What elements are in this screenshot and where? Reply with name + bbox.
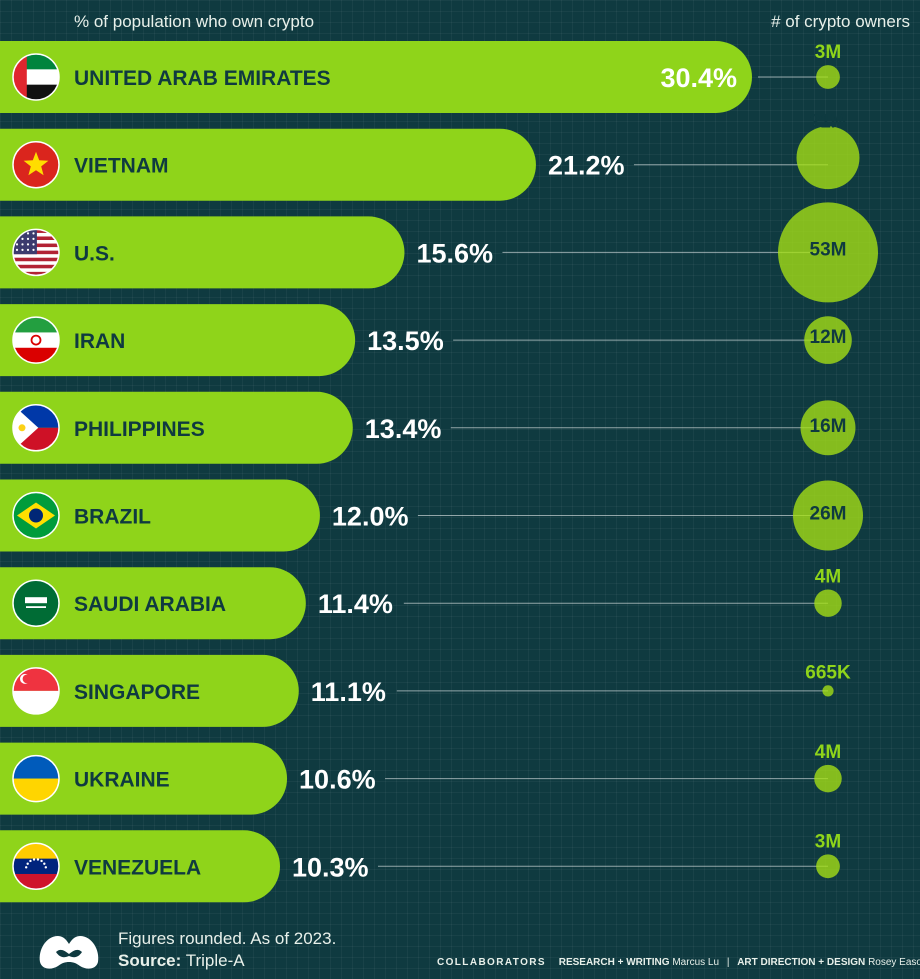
- percent-label: 13.5%: [367, 326, 444, 356]
- owners-label: 53M: [810, 239, 847, 260]
- percent-label: 15.6%: [416, 238, 493, 268]
- owners-label: 16M: [810, 416, 847, 437]
- bar-row-ukraine: UKRAINE 10.6%: [0, 742, 376, 815]
- country-label: VIETNAM: [74, 155, 169, 178]
- ukraine-flag-icon: [13, 755, 59, 802]
- bar-iran: [0, 304, 356, 377]
- country-label: UNITED ARAB EMIRATES: [74, 67, 331, 90]
- right-column-header: # of crypto owners: [771, 12, 910, 31]
- percent-label: 12.0%: [332, 502, 409, 532]
- us-flag-icon: [13, 229, 59, 276]
- bubble-ukraine: [814, 764, 842, 793]
- percent-label: 10.3%: [292, 852, 369, 882]
- bar-ukraine: [0, 742, 288, 815]
- bubbles: [778, 65, 878, 879]
- bar-vietnam: [0, 128, 536, 201]
- country-label: U.S.: [74, 242, 115, 265]
- country-label: IRAN: [74, 330, 125, 353]
- owners-label: 4M: [815, 566, 841, 587]
- country-label: PHILIPPINES: [74, 418, 205, 441]
- bubble-united-arab-emirates: [816, 65, 840, 89]
- bar-row-u-s: U.S. 15.6%: [0, 216, 493, 289]
- bar-singapore: [0, 654, 299, 727]
- philippines-flag-icon: [13, 404, 59, 451]
- bar-saudi-arabia: [0, 567, 306, 640]
- bubble-venezuela: [816, 854, 840, 879]
- percent-label: 11.4%: [318, 589, 393, 619]
- credits-title: COLLABORATORS: [437, 957, 546, 968]
- bar-row-philippines: PHILIPPINES 13.4%: [0, 391, 442, 464]
- footer-source: Source: Triple-A: [118, 951, 245, 971]
- bar-row-vietnam: VIETNAM 21.2%: [0, 128, 625, 201]
- bubble-iran: [804, 316, 852, 364]
- bar-row-brazil: BRAZIL 12.0%: [0, 479, 409, 552]
- bar-brazil: [0, 479, 320, 552]
- owners-label: 3M: [815, 42, 841, 63]
- design-label: ART DIRECTION + DESIGN: [737, 957, 866, 968]
- owners-label: 665K: [805, 662, 851, 683]
- bubble-vietnam: [796, 126, 860, 190]
- bar-row-singapore: SINGAPORE 11.1%: [0, 654, 386, 727]
- bubble-singapore: [822, 685, 834, 697]
- country-label: SINGAPORE: [74, 681, 200, 704]
- country-label: VENEZUELA: [74, 856, 201, 879]
- vietnam-flag-icon: [13, 141, 59, 188]
- owners-label: 21M: [810, 112, 847, 133]
- brazil-flag-icon: [13, 492, 59, 539]
- singapore-flag-icon: [13, 667, 59, 714]
- bar-u-s: [0, 216, 405, 289]
- percent-label: 13.4%: [365, 414, 442, 444]
- percent-label: 11.1%: [311, 677, 386, 707]
- bubble-u-s: [778, 202, 878, 303]
- source-label: Source:: [118, 951, 182, 970]
- bubble-brazil: [792, 480, 864, 551]
- owners-label: 26M: [810, 504, 847, 525]
- country-label: UKRAINE: [74, 769, 170, 792]
- bar-philippines: [0, 391, 353, 464]
- crypto-ownership-chart: UNITED ARAB EMIRATES 30.4% VIETNAM 21.2% U.S…: [0, 41, 878, 903]
- bubble-labels: 3M 21M 53M 12M 16M 26M 4M 665K 4M 3M: [805, 42, 851, 852]
- bar-row-iran: IRAN 13.5%: [0, 304, 444, 377]
- left-column-header: % of population who own crypto: [74, 12, 315, 31]
- credits-line: COLLABORATORS RESEARCH + WRITING Marcus …: [437, 957, 920, 968]
- percent-label: 10.6%: [299, 765, 376, 795]
- owners-label: 12M: [810, 327, 847, 348]
- bar-row-venezuela: VENEZUELA 10.3%: [0, 830, 369, 903]
- design-name: Rosey Eason: [868, 957, 920, 968]
- country-label: BRAZIL: [74, 506, 151, 529]
- bubble-saudi-arabia: [814, 589, 842, 617]
- bubble-philippines: [800, 400, 856, 456]
- connector-lines: [378, 76, 828, 867]
- percent-label: 21.2%: [548, 151, 625, 181]
- bar-united-arab-emirates: [0, 41, 752, 113]
- bar-row-united-arab-emirates: UNITED ARAB EMIRATES 30.4%: [0, 41, 752, 113]
- bar-venezuela: [0, 830, 280, 903]
- owners-label: 3M: [815, 831, 841, 852]
- bars: UNITED ARAB EMIRATES 30.4% VIETNAM 21.2% U.S…: [0, 41, 752, 903]
- percent-label: 30.4%: [660, 63, 737, 93]
- visual-capitalist-logo-icon: [39, 936, 99, 969]
- owners-label: 4M: [815, 742, 841, 763]
- research-name: Marcus Lu: [672, 957, 720, 968]
- source-value: Triple-A: [185, 951, 245, 970]
- bar-row-saudi-arabia: SAUDI ARABIA 11.4%: [0, 567, 393, 640]
- footer-note: Figures rounded. As of 2023.: [118, 929, 337, 948]
- saudi-arabia-flag-icon: [13, 580, 59, 627]
- country-label: SAUDI ARABIA: [74, 593, 226, 616]
- research-label: RESEARCH + WRITING: [558, 957, 670, 968]
